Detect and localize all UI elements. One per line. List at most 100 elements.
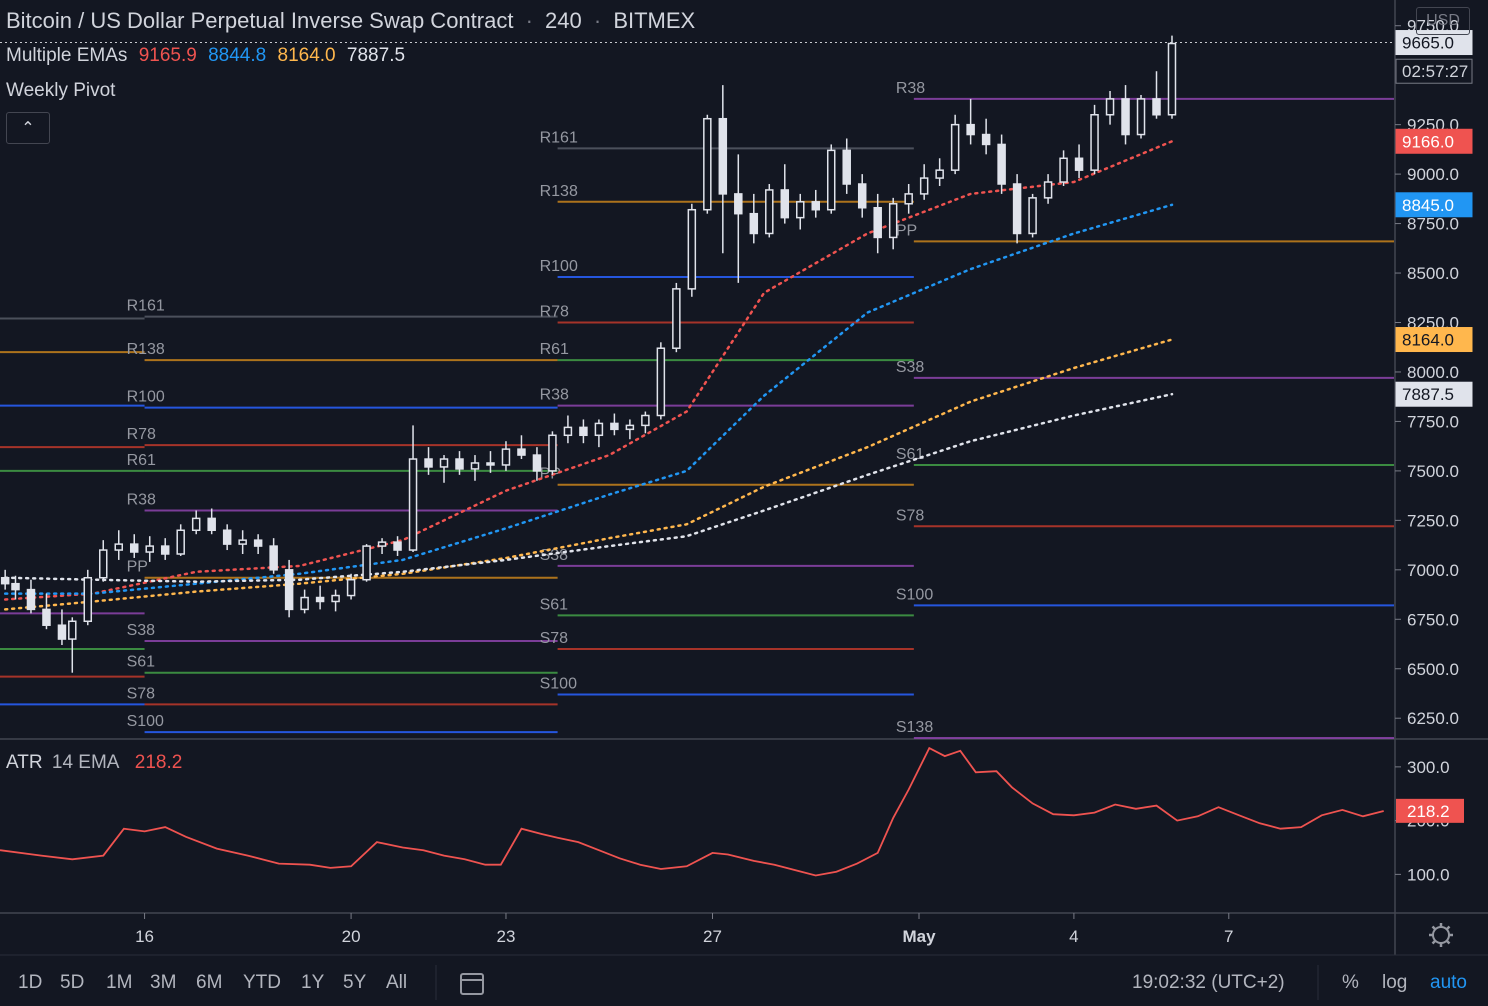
price-badge-label: 8845.0 <box>1402 196 1454 215</box>
range-5d-button[interactable]: 5D <box>60 972 85 993</box>
candle-up <box>1105 98 1115 116</box>
atr-value-badge-label: 218.2 <box>1407 802 1450 821</box>
pivot-label-s61: S61 <box>896 446 925 463</box>
price-badge-label: 9665.0 <box>1402 34 1454 53</box>
gear-icon-tooth <box>1445 925 1451 931</box>
price-badge <box>1395 381 1473 407</box>
atr-tick-label: 300.0 <box>1407 758 1450 777</box>
log-toggle[interactable]: log <box>1382 972 1408 993</box>
percent-toggle[interactable]: % <box>1342 972 1359 993</box>
pivot-label-s38: S38 <box>127 622 156 639</box>
candle-up <box>1043 181 1053 199</box>
symbol-name: Bitcoin / US Dollar Perpetual Inverse Sw… <box>6 8 514 33</box>
candle-down <box>749 212 759 235</box>
pivot-label-r100: R100 <box>127 389 165 406</box>
title-sep-icon: · <box>593 8 602 33</box>
price-tick-label: 9000.0 <box>1407 165 1459 184</box>
candle-down <box>1012 183 1022 235</box>
pivot-label-s78: S78 <box>540 630 569 647</box>
candle-up <box>594 422 604 437</box>
candle-up <box>548 434 557 472</box>
time-tick-label: 20 <box>342 927 361 946</box>
exchange-label: BITMEX <box>613 8 696 33</box>
candle-up <box>641 414 650 427</box>
pivot-label-r38: R38 <box>540 387 569 404</box>
pivot-label-pp: PP <box>127 559 148 576</box>
candle-down <box>780 189 790 219</box>
ema-legend[interactable]: Multiple EMAs 9165.9 8844.8 8164.0 7887.… <box>6 45 411 67</box>
atr-value-badge <box>1396 798 1464 823</box>
price-tick-label: 8000.0 <box>1407 363 1459 382</box>
ema-line-4 <box>3 392 1174 583</box>
candle-down <box>253 539 263 547</box>
symbol-title[interactable]: Bitcoin / US Dollar Perpetual Inverse Sw… <box>6 8 701 34</box>
candle-down <box>811 201 820 211</box>
candle-down <box>129 543 139 553</box>
candle-down <box>610 422 619 431</box>
ema-value-3: 8164.0 <box>277 45 336 66</box>
ema-value-2: 8844.8 <box>208 45 267 66</box>
candle-up <box>470 462 480 470</box>
price-badge-label: 7887.5 <box>1402 385 1454 404</box>
candle-down <box>966 123 975 136</box>
candle-up <box>346 578 356 597</box>
range-5y-button[interactable]: 5Y <box>343 972 367 993</box>
candle-down <box>207 517 216 532</box>
candle-down <box>1074 157 1084 171</box>
atr-legend[interactable]: ATR 14 EMA 218.2 <box>6 752 188 774</box>
range-3m-button[interactable]: 3M <box>150 972 177 993</box>
candle-up <box>888 203 898 239</box>
currency-badge[interactable]: USD <box>1416 7 1470 35</box>
candle-down <box>393 541 402 551</box>
pivot-label-r61: R61 <box>127 452 156 469</box>
candle-up <box>1167 42 1177 116</box>
gear-icon[interactable] <box>1429 923 1453 947</box>
collapse-legend-button[interactable]: ⌃ <box>6 112 50 144</box>
price-tick-label: 7750.0 <box>1407 412 1459 431</box>
range-6m-button[interactable]: 6M <box>196 972 223 993</box>
candle-up <box>439 458 449 468</box>
auto-toggle[interactable]: auto <box>1430 972 1467 993</box>
candle-up <box>362 545 371 581</box>
candle-up <box>950 123 960 171</box>
pivot-legend[interactable]: Weekly Pivot <box>6 80 121 102</box>
gear-icon-tooth <box>1445 939 1451 945</box>
candle-down <box>842 149 851 185</box>
range-all-button[interactable]: All <box>386 972 408 993</box>
pivot-label-r78: R78 <box>540 304 569 321</box>
calendar-goto-icon[interactable] <box>460 973 484 995</box>
candle-up <box>377 541 387 547</box>
range-1m-button[interactable]: 1M <box>106 972 133 993</box>
candle-up <box>935 169 944 179</box>
candle-up <box>703 117 712 211</box>
candle-up <box>99 549 108 579</box>
pivot-label-r38: R38 <box>896 80 925 97</box>
candle-up <box>687 208 697 290</box>
pivot-label-r38: R38 <box>127 491 156 508</box>
candle-up <box>83 576 93 623</box>
price-badge <box>1395 192 1473 218</box>
range-1y-button[interactable]: 1Y <box>301 972 325 993</box>
time-tick-label: 23 <box>497 927 516 946</box>
candle-up <box>501 448 511 466</box>
candle-up <box>563 426 573 437</box>
candle-down <box>11 582 20 591</box>
candle-down <box>455 458 464 470</box>
atr-params: 14 EMA <box>51 752 120 773</box>
candle-up <box>145 545 154 553</box>
title-sep-icon: · <box>525 8 533 33</box>
price-tick-label: 6250.0 <box>1407 709 1459 728</box>
candle-down <box>857 183 867 209</box>
price-badge <box>1395 128 1473 154</box>
pivot-label-s38: S38 <box>896 359 925 376</box>
clock-label[interactable]: 19:02:32 (UTC+2) <box>1132 972 1285 993</box>
candle-down <box>997 143 1006 185</box>
time-tick-label: 7 <box>1224 927 1233 946</box>
pivot-label-r61: R61 <box>540 341 569 358</box>
range-1d-button[interactable]: 1D <box>18 972 43 993</box>
interval-label: 240 <box>545 8 582 33</box>
candle-up <box>625 424 635 431</box>
range-ytd-button[interactable]: YTD <box>243 972 281 993</box>
chevron-up-icon: ⌃ <box>21 120 35 137</box>
